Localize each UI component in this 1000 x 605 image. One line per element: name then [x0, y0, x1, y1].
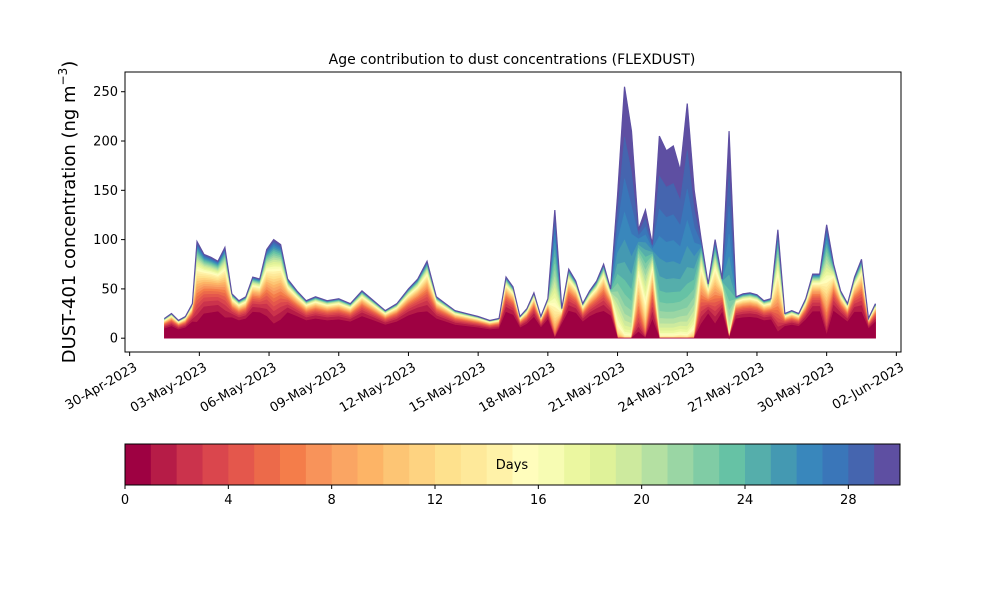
chart-title: Age contribution to dust concentrations …	[329, 52, 696, 68]
colorbar-swatch-23	[719, 444, 746, 485]
x-axis: 30-Apr-202303-May-202306-May-202309-May-…	[63, 352, 907, 416]
y-axis: 0 50 100 150 200 250	[93, 85, 125, 347]
x-tick-label: 24-May-2023	[616, 360, 698, 416]
colorbar-tick-label: 20	[633, 493, 650, 508]
colorbar-swatch-21	[667, 444, 694, 485]
colorbar-swatch-18	[590, 444, 617, 485]
colorbar-swatch-0	[125, 444, 152, 485]
age-layers	[164, 86, 876, 340]
colorbar-tick-label: 4	[224, 493, 232, 508]
colorbar-swatch-15	[512, 444, 539, 485]
y-tick-label: 100	[93, 233, 118, 248]
x-tick-label: 15-May-2023	[407, 360, 489, 416]
colorbar-swatch-7	[305, 444, 333, 485]
y-tick-label: 0	[110, 332, 118, 347]
colorbar-tick-label: 28	[840, 493, 857, 508]
colorbar-swatch-1	[150, 444, 178, 485]
plot-frame	[124, 71, 902, 353]
colorbar-swatch-29	[874, 444, 901, 485]
colorbar-swatch-17	[564, 444, 591, 485]
colorbar-tick-label: 12	[427, 493, 444, 508]
colorbar-swatch-25	[770, 444, 798, 485]
colorbar-swatch-9	[357, 444, 384, 485]
colorbar-swatch-27	[822, 444, 849, 485]
colorbar-swatch-24	[745, 444, 772, 485]
colorbar-swatch-19	[615, 444, 643, 485]
colorbar-tick-label: 24	[737, 493, 754, 508]
colorbar-swatch-4	[228, 444, 255, 485]
age-layer-0	[164, 310, 876, 340]
colorbar-swatch-5	[254, 444, 281, 485]
colorbar-tick-label: 8	[328, 493, 336, 508]
x-tick-label: 27-May-2023	[686, 360, 768, 416]
colorbar	[125, 444, 901, 485]
colorbar-frame	[124, 443, 901, 486]
colorbar-swatch-13	[460, 444, 488, 485]
colorbar-swatch-12	[435, 444, 462, 485]
y-tick-label: 250	[93, 85, 118, 100]
colorbar-swatch-20	[641, 444, 668, 485]
x-tick-label: 02-Jun-2023	[830, 360, 907, 413]
x-tick-label: 06-May-2023	[198, 360, 280, 416]
colorbar-swatch-10	[383, 444, 410, 485]
colorbar-swatch-16	[538, 444, 565, 485]
colorbar-swatch-26	[796, 444, 823, 485]
colorbar-swatch-2	[176, 444, 203, 485]
colorbar-swatch-6	[280, 444, 307, 485]
colorbar-swatch-11	[409, 444, 436, 485]
x-tick-label: 12-May-2023	[337, 360, 419, 416]
colorbar-swatch-8	[331, 444, 358, 485]
y-axis-label: DUST-401 concentration (ng m−3)	[56, 61, 80, 364]
x-tick-label: 09-May-2023	[267, 360, 349, 416]
colorbar-label: Days	[496, 458, 529, 473]
colorbar-swatch-22	[693, 444, 720, 485]
colorbar-axis: 0 4 8 12 16 20 24 28	[121, 485, 857, 508]
x-tick-label: 18-May-2023	[477, 360, 559, 416]
x-tick-label: 03-May-2023	[128, 360, 210, 416]
colorbar-swatch-14	[486, 444, 513, 485]
colorbar-tick-label: 16	[530, 493, 547, 508]
x-tick-label: 30-May-2023	[755, 360, 837, 416]
x-tick-label: 21-May-2023	[546, 360, 628, 416]
colorbar-swatch-3	[202, 444, 229, 485]
total-concentration-line	[164, 86, 876, 322]
y-tick-label: 150	[93, 184, 118, 199]
colorbar-tick-label: 0	[121, 493, 129, 508]
colorbar-swatch-28	[848, 444, 875, 485]
y-tick-label: 200	[93, 135, 118, 150]
y-tick-label: 50	[101, 282, 118, 297]
